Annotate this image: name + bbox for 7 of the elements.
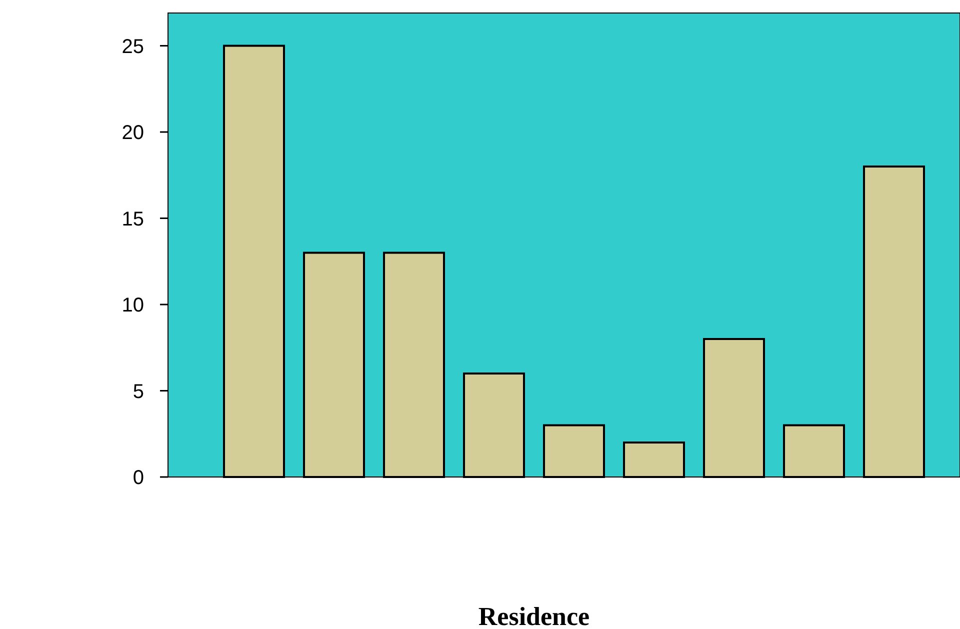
x-axis-title: Residence [478,602,590,629]
y-tick-label: 20 [122,122,144,144]
y-tick-label: 5 [132,380,144,403]
y-tick-label: 15 [122,208,144,230]
y-tick-label: 10 [122,294,144,317]
y-tick-label: 0 [132,467,144,489]
y-tick-label: 25 [122,36,144,58]
